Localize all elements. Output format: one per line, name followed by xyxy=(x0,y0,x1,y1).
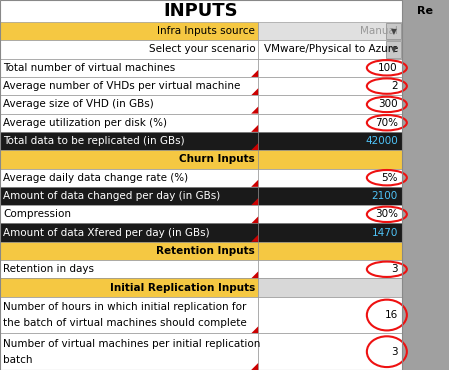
Text: Infra Inputs source: Infra Inputs source xyxy=(157,26,255,36)
Text: Retention in days: Retention in days xyxy=(3,264,94,274)
Text: 100: 100 xyxy=(378,63,398,73)
Text: ▼: ▼ xyxy=(391,27,397,36)
Polygon shape xyxy=(251,143,258,150)
Bar xyxy=(386,41,401,58)
Polygon shape xyxy=(251,88,258,95)
Text: 2: 2 xyxy=(391,81,398,91)
Polygon shape xyxy=(251,216,258,223)
Bar xyxy=(0,205,258,223)
Text: 30%: 30% xyxy=(375,209,398,219)
Text: Average size of VHD (in GBs): Average size of VHD (in GBs) xyxy=(3,100,154,110)
Text: Number of virtual machines per initial replication: Number of virtual machines per initial r… xyxy=(3,339,260,349)
Text: 3: 3 xyxy=(391,264,398,274)
Text: Average number of VHDs per virtual machine: Average number of VHDs per virtual machi… xyxy=(3,81,240,91)
Bar xyxy=(258,187,402,205)
Text: 3: 3 xyxy=(391,347,398,357)
Bar xyxy=(258,297,402,333)
Polygon shape xyxy=(251,326,258,333)
Bar xyxy=(258,278,402,297)
Bar xyxy=(0,58,258,77)
Bar xyxy=(0,260,258,278)
Bar xyxy=(258,223,402,242)
Text: Total number of virtual machines: Total number of virtual machines xyxy=(3,63,175,73)
Polygon shape xyxy=(251,180,258,187)
Text: Select your scenario: Select your scenario xyxy=(149,44,255,54)
Bar xyxy=(0,223,258,242)
Text: Number of hours in which initial replication for: Number of hours in which initial replica… xyxy=(3,302,247,312)
Bar xyxy=(258,242,402,260)
Text: 70%: 70% xyxy=(375,118,398,128)
Bar xyxy=(258,132,402,150)
Text: Average daily data change rate (%): Average daily data change rate (%) xyxy=(3,173,188,183)
Polygon shape xyxy=(251,363,258,370)
Bar xyxy=(258,168,402,187)
Text: batch: batch xyxy=(3,355,32,365)
Polygon shape xyxy=(251,235,258,242)
Text: 1470: 1470 xyxy=(371,228,398,238)
Text: VMware/Physical to Azure: VMware/Physical to Azure xyxy=(264,44,398,54)
Bar xyxy=(0,187,258,205)
Bar xyxy=(402,0,449,370)
Text: Initial Replication Inputs: Initial Replication Inputs xyxy=(110,283,255,293)
Text: Compression: Compression xyxy=(3,209,71,219)
Bar xyxy=(0,40,258,58)
Bar xyxy=(0,242,258,260)
Text: 42000: 42000 xyxy=(365,136,398,146)
Text: 16: 16 xyxy=(385,310,398,320)
Text: Manual: Manual xyxy=(360,26,398,36)
Polygon shape xyxy=(251,107,258,114)
Text: Amount of data Xfered per day (in GBs): Amount of data Xfered per day (in GBs) xyxy=(3,228,210,238)
Bar xyxy=(258,150,402,168)
Bar xyxy=(0,278,258,297)
Polygon shape xyxy=(251,125,258,132)
Text: 300: 300 xyxy=(378,100,398,110)
Bar xyxy=(0,77,258,95)
Polygon shape xyxy=(251,272,258,278)
Text: 2100: 2100 xyxy=(372,191,398,201)
Text: INPUTS: INPUTS xyxy=(163,2,238,20)
Bar xyxy=(258,260,402,278)
Bar xyxy=(258,58,402,77)
Bar xyxy=(258,333,402,370)
Text: Amount of data changed per day (in GBs): Amount of data changed per day (in GBs) xyxy=(3,191,220,201)
Text: 5%: 5% xyxy=(381,173,398,183)
Bar xyxy=(0,132,258,150)
Text: ▼: ▼ xyxy=(391,45,397,54)
Bar xyxy=(0,333,258,370)
Text: the batch of virtual machines should complete: the batch of virtual machines should com… xyxy=(3,318,247,328)
Bar xyxy=(258,95,402,114)
Bar xyxy=(0,114,258,132)
Bar xyxy=(0,150,258,168)
Text: Average utilization per disk (%): Average utilization per disk (%) xyxy=(3,118,167,128)
Bar xyxy=(0,95,258,114)
Text: Total data to be replicated (in GBs): Total data to be replicated (in GBs) xyxy=(3,136,185,146)
Bar xyxy=(0,168,258,187)
Polygon shape xyxy=(251,70,258,77)
Bar xyxy=(258,77,402,95)
Bar xyxy=(258,40,402,58)
Text: Churn Inputs: Churn Inputs xyxy=(180,154,255,164)
Bar xyxy=(258,22,402,40)
Bar xyxy=(258,205,402,223)
Polygon shape xyxy=(251,198,258,205)
Bar xyxy=(0,0,402,370)
Bar xyxy=(0,22,258,40)
Bar xyxy=(0,297,258,333)
Text: Retention Inputs: Retention Inputs xyxy=(156,246,255,256)
Bar xyxy=(258,114,402,132)
Bar xyxy=(386,23,401,39)
Text: Re: Re xyxy=(418,6,433,16)
Bar xyxy=(0,0,402,22)
